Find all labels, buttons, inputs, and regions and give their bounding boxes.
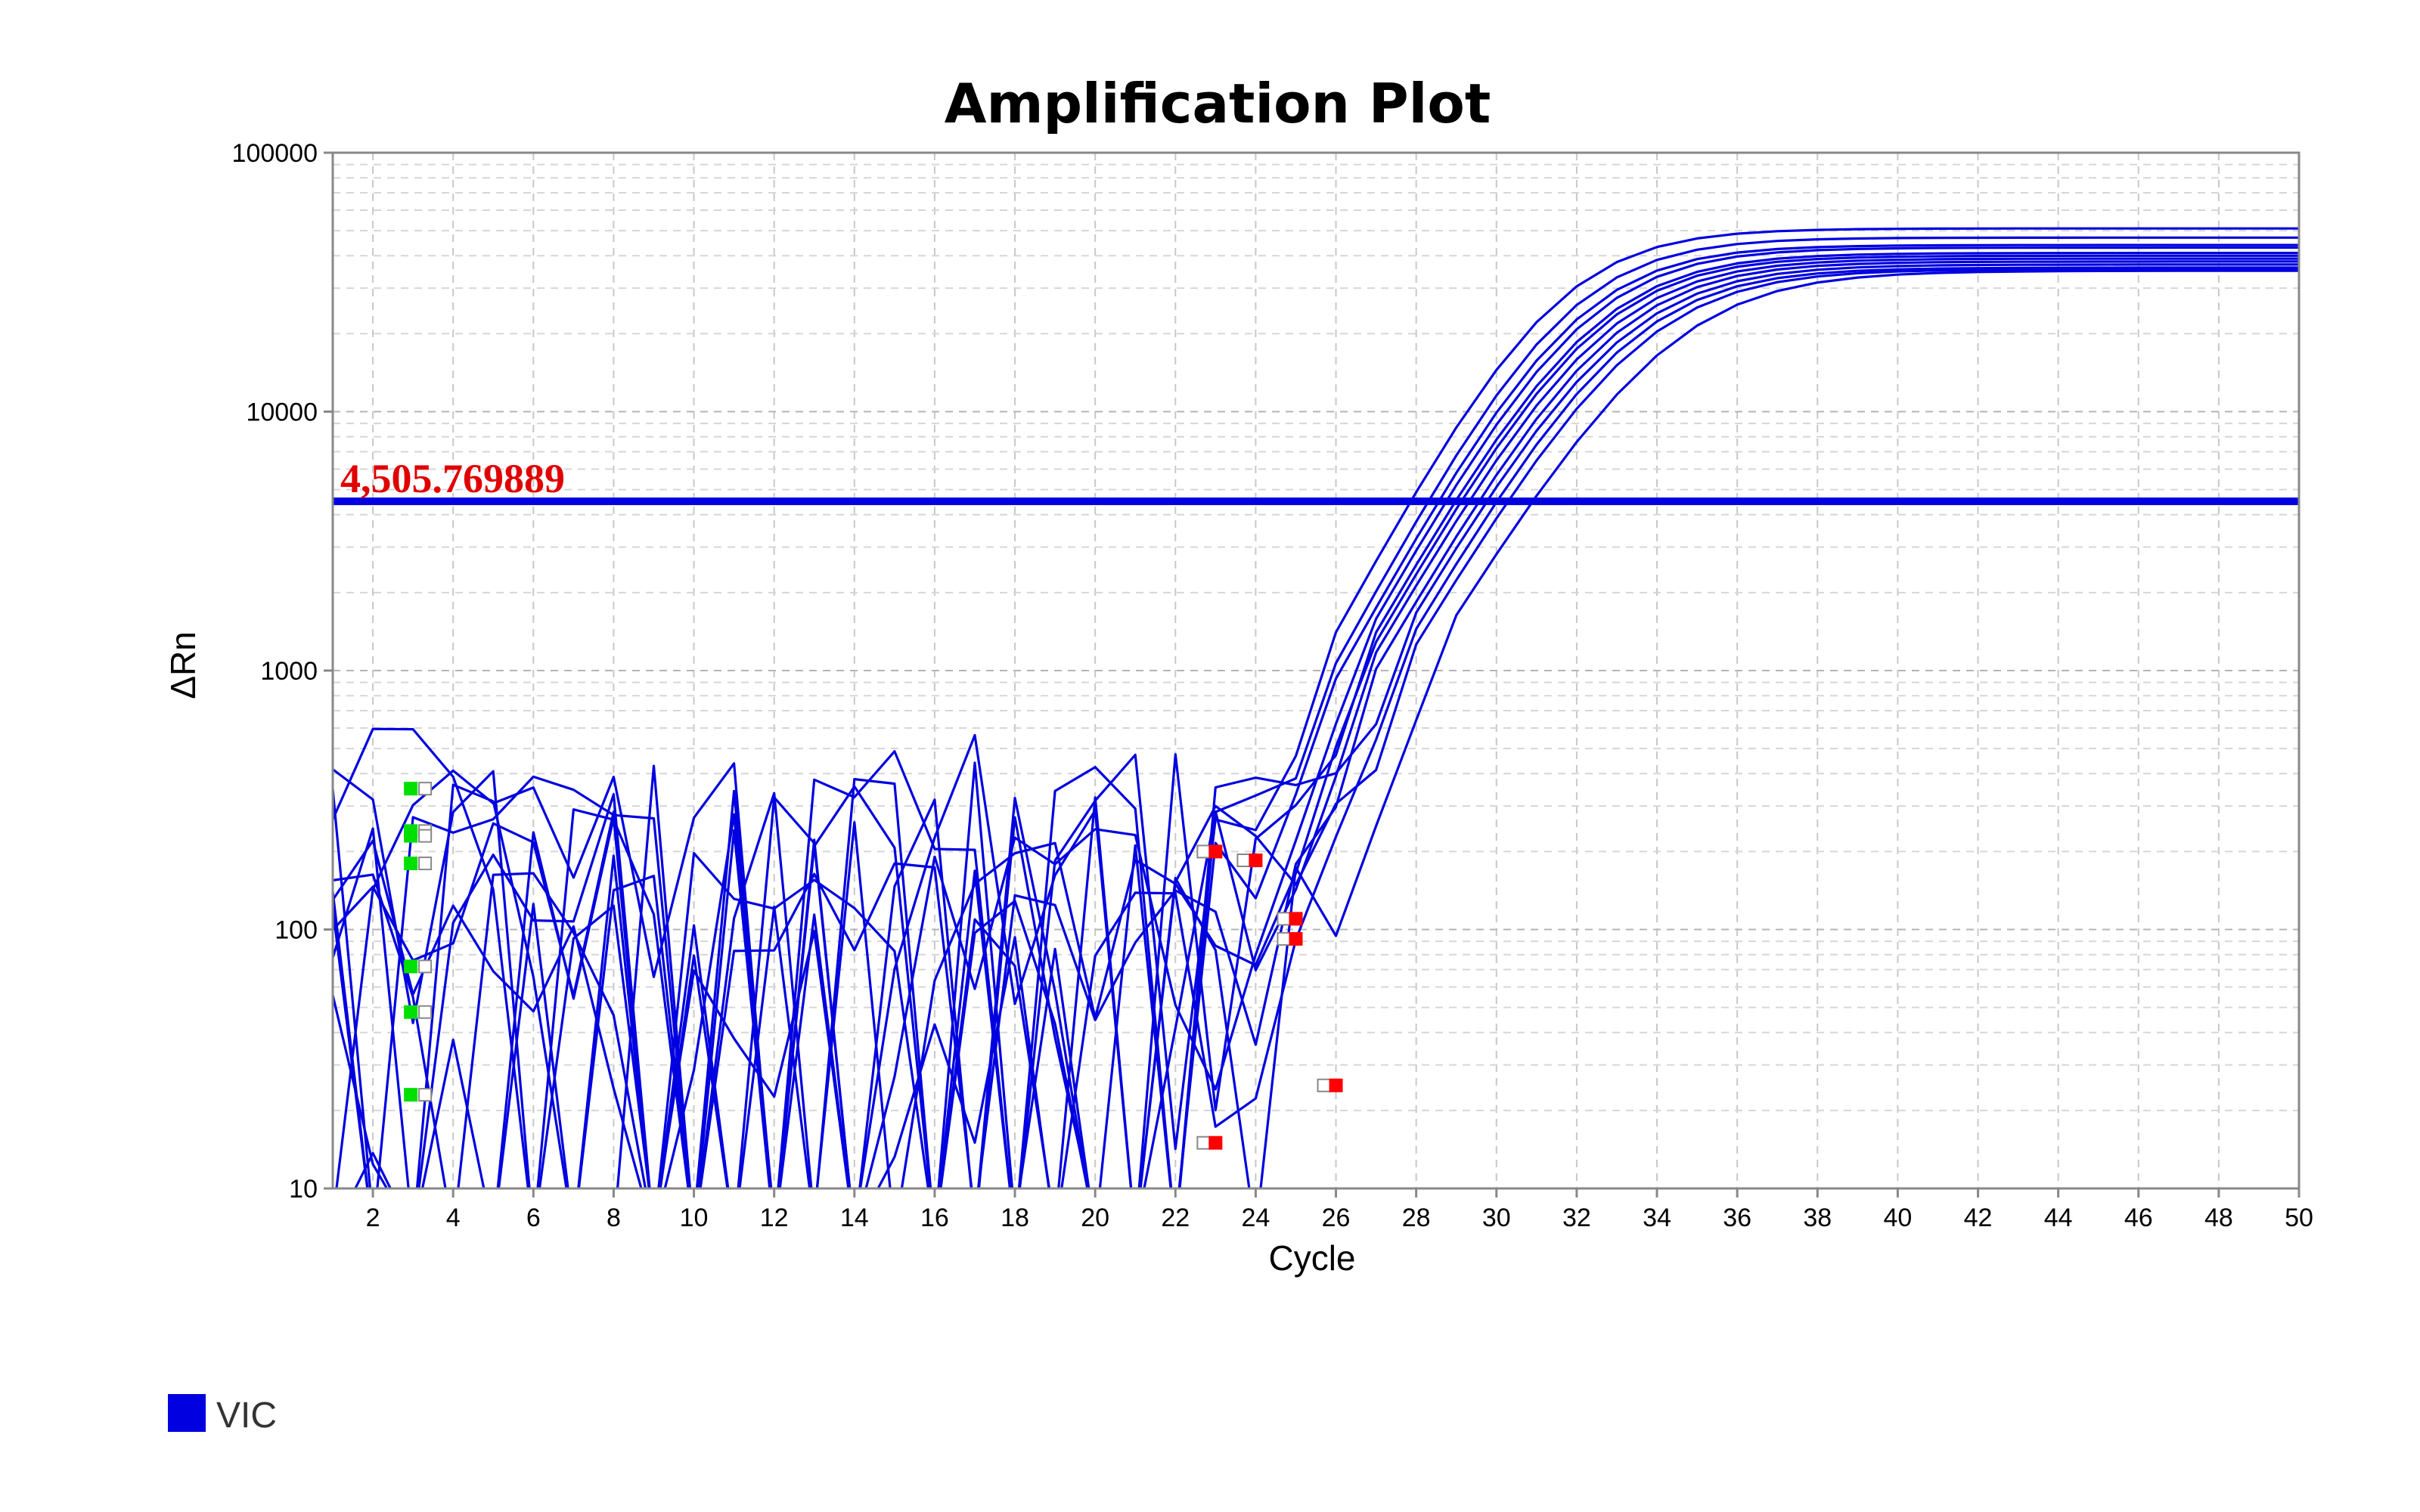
baseline-start-marker xyxy=(404,857,418,871)
chart-title: Amplification Plot xyxy=(945,72,1491,135)
baseline-end-marker xyxy=(1208,1136,1223,1150)
x-tick-label: 34 xyxy=(1643,1204,1671,1232)
baseline-start-marker-outline xyxy=(418,857,433,871)
x-tick-label: 28 xyxy=(1402,1204,1431,1232)
legend-label-vic: VIC xyxy=(216,1396,277,1436)
baseline-start-marker xyxy=(404,959,418,974)
threshold-label: 4,505.769889 xyxy=(340,456,565,501)
baseline-end-marker xyxy=(1249,853,1263,867)
baseline-end-marker-outline xyxy=(1277,912,1291,926)
baseline-start-marker-outline xyxy=(418,959,433,974)
amplification-curve xyxy=(333,246,2299,1188)
x-axis-label: Cycle xyxy=(1268,1238,1355,1278)
baseline-end-marker-outline xyxy=(1236,853,1251,867)
baseline-end-marker xyxy=(1289,931,1303,946)
y-axis-label: ΔRn xyxy=(163,631,203,699)
baseline-end-marker xyxy=(1208,844,1223,859)
baseline-markers xyxy=(404,782,1343,1150)
x-tick-label: 26 xyxy=(1322,1204,1351,1232)
amplification-curve xyxy=(333,243,2299,1188)
baseline-start-marker-outline xyxy=(418,1088,433,1102)
y-tick-label: 100000 xyxy=(232,139,318,168)
x-tick-label: 10 xyxy=(680,1204,709,1232)
baseline-start-marker xyxy=(404,782,418,796)
x-tick-label: 8 xyxy=(607,1204,621,1232)
x-tick-label: 44 xyxy=(2044,1204,2073,1232)
grid-lines xyxy=(333,153,2299,1188)
x-tick-label: 30 xyxy=(1482,1204,1511,1232)
y-tick-label: 100 xyxy=(275,916,318,945)
baseline-end-marker-outline xyxy=(1196,1136,1211,1150)
baseline-end-marker-outline xyxy=(1277,931,1291,946)
x-tick-label: 16 xyxy=(920,1204,949,1232)
x-tick-label: 18 xyxy=(1001,1204,1029,1232)
x-tick-label: 4 xyxy=(446,1204,461,1232)
amplification-curve xyxy=(335,227,2299,1188)
amplification-curve xyxy=(354,260,2299,1188)
x-tick-label: 32 xyxy=(1562,1204,1591,1232)
x-tick-label: 48 xyxy=(2204,1204,2233,1232)
x-tick-label: 22 xyxy=(1161,1204,1190,1232)
x-tick-label: 46 xyxy=(2124,1204,2153,1232)
x-tick-label: 40 xyxy=(1883,1204,1912,1232)
x-tick-label: 6 xyxy=(526,1204,541,1232)
baseline-start-marker xyxy=(404,1088,418,1102)
axis-ticks: 2 4 6 8 10 12 14 16 18 20 22 24 26 28 30 32 34 36 38 40 42 44… xyxy=(232,139,2313,1232)
baseline-start-marker-outline xyxy=(418,1005,433,1019)
y-tick-label: 10 xyxy=(289,1175,318,1204)
amplification-curve xyxy=(333,263,2299,1188)
x-tick-label: 36 xyxy=(1723,1204,1751,1232)
x-tick-label: 38 xyxy=(1803,1204,1832,1232)
amplification-curve xyxy=(333,269,2299,1188)
baseline-start-marker xyxy=(404,829,418,843)
y-tick-label: 10000 xyxy=(246,398,318,427)
y-tick-label: 1000 xyxy=(260,657,318,686)
x-tick-label: 2 xyxy=(366,1204,380,1232)
amplification-curve xyxy=(333,236,2299,1188)
baseline-end-marker xyxy=(1289,912,1303,926)
baseline-start-marker xyxy=(404,1005,418,1019)
x-tick-label: 20 xyxy=(1081,1204,1109,1232)
x-tick-label: 42 xyxy=(1964,1204,1993,1232)
baseline-start-marker-outline xyxy=(418,782,433,796)
x-tick-label: 14 xyxy=(840,1204,869,1232)
baseline-end-marker xyxy=(1329,1078,1343,1092)
x-tick-label: 12 xyxy=(760,1204,789,1232)
x-tick-label: 50 xyxy=(2285,1204,2313,1232)
baseline-end-marker-outline xyxy=(1317,1078,1331,1092)
baseline-end-marker-outline xyxy=(1196,844,1211,859)
baseline-start-marker-outline xyxy=(418,829,433,843)
legend-swatch-vic[interactable] xyxy=(168,1394,206,1432)
amplification-curve xyxy=(333,257,2299,1188)
x-tick-label: 24 xyxy=(1241,1204,1270,1232)
